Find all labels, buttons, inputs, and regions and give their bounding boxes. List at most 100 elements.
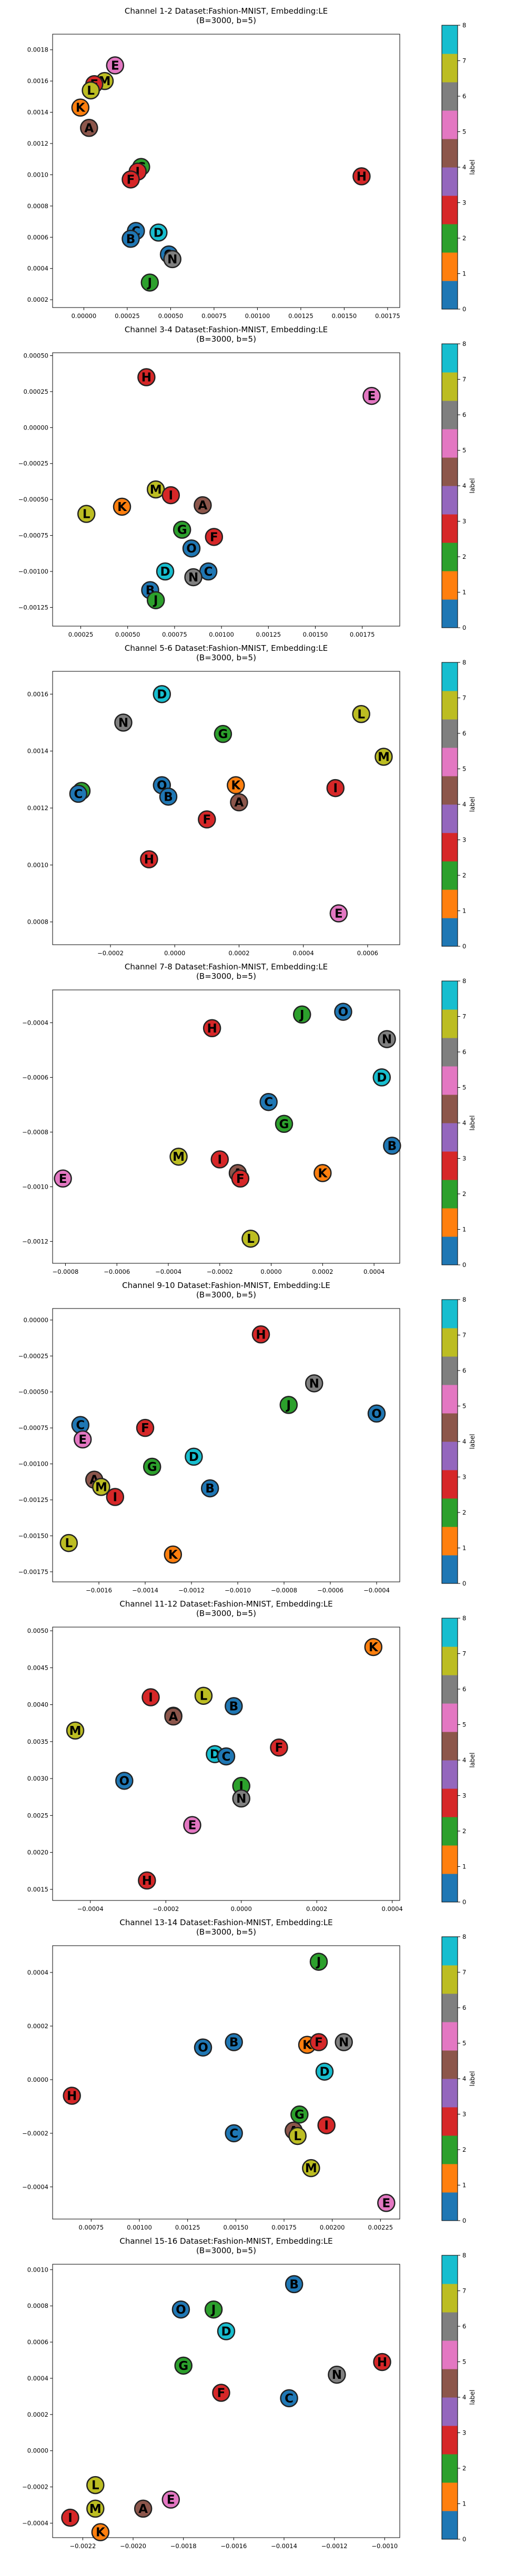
point-label: C [222, 1750, 231, 1764]
chart-title: Channel 5-6 Dataset:Fashion-MNIST, Embed… [125, 643, 328, 653]
colorbar-tick-label: 8 [462, 1614, 466, 1622]
point-label: D [160, 565, 170, 579]
data-point: N [232, 1789, 250, 1808]
x-tick-label: −0.0012 [321, 2542, 348, 2550]
colorbar-tick-label: 0 [462, 2536, 466, 2543]
data-point: B [159, 788, 178, 806]
point-label: E [335, 907, 343, 921]
y-tick-label: −0.0008 [22, 1128, 48, 1136]
colorbar-segment [442, 1123, 458, 1152]
x-tick-label: 0.00150 [224, 2224, 249, 2231]
colorbar-tick-label: 8 [462, 2252, 466, 2259]
point-marker [86, 2476, 105, 2495]
point-label: L [294, 2130, 301, 2143]
data-point: D [156, 562, 175, 581]
y-tick-label: 0.0016 [27, 77, 48, 85]
colorbar-segment [442, 1703, 458, 1732]
y-tick-label: −0.0006 [22, 1074, 48, 1081]
y-tick-label: 0.0025 [27, 1812, 48, 1819]
point-label: J [238, 1780, 244, 1793]
y-tick-label: 0.0016 [27, 690, 48, 698]
colorbar-segment [442, 571, 458, 600]
chart-title: (B=3000, b=5) [196, 1927, 256, 1937]
colorbar-segment [442, 224, 458, 253]
colorbar-segment [442, 1732, 458, 1761]
data-point: M [86, 2499, 105, 2518]
data-point: G [214, 724, 232, 743]
point-marker [184, 568, 203, 587]
x-tick-label: −0.0008 [271, 1587, 297, 1594]
point-marker [232, 1789, 250, 1808]
data-point: N [114, 713, 133, 732]
data-point: J [204, 2300, 223, 2319]
point-label: F [127, 173, 135, 187]
point-label: B [289, 2278, 299, 2292]
point-marker [171, 2300, 190, 2319]
data-point: J [140, 273, 159, 292]
colorbar-segment [442, 1470, 458, 1499]
y-tick-label: −0.00025 [18, 460, 48, 467]
colorbar-tick-label: 7 [462, 57, 466, 65]
colorbar-segment [442, 1937, 458, 1966]
y-tick-label: −0.00100 [18, 1460, 48, 1468]
data-point: N [305, 1374, 323, 1393]
point-label: K [369, 1641, 379, 1654]
colorbar-tick-label: 3 [462, 1792, 466, 1800]
data-point: D [153, 685, 171, 703]
x-tick-label: −0.0008 [53, 1268, 79, 1275]
colorbar: 0 1 2 3 4 5 6 7 8 label [441, 659, 476, 950]
point-marker [217, 2322, 236, 2340]
data-point: D [372, 1068, 391, 1087]
data-point: L [86, 2476, 105, 2495]
point-marker [251, 1325, 270, 1344]
colorbar-tick-label: 0 [462, 1261, 466, 1269]
point-label: B [388, 1139, 397, 1153]
point-marker [375, 748, 393, 766]
data-point: K [313, 1164, 332, 1182]
colorbar-label: label [469, 478, 476, 493]
x-tick-label: −0.0002 [97, 949, 124, 957]
point-marker [367, 1404, 386, 1423]
colorbar-tick-label: 8 [462, 1296, 466, 1303]
point-label: J [299, 1008, 305, 1022]
data-point: M [66, 1721, 85, 1740]
point-label: F [217, 2387, 226, 2400]
point-label: J [210, 2303, 216, 2317]
point-marker [173, 520, 191, 539]
colorbar-segment [442, 2164, 458, 2193]
point-label: L [83, 508, 90, 522]
colorbar: 0 1 2 3 4 5 6 7 8 label [441, 2252, 476, 2543]
point-label: M [95, 1480, 107, 1494]
data-point: L [77, 505, 96, 523]
point-marker [285, 2275, 304, 2294]
x-tick-label: −0.0014 [132, 1587, 158, 1594]
data-point: L [241, 1229, 260, 1248]
point-label: E [59, 1172, 67, 1186]
point-marker [279, 1396, 298, 1414]
point-marker [185, 1447, 203, 1466]
point-marker [212, 2384, 230, 2402]
colorbar-tick-label: 6 [462, 1685, 466, 1693]
point-marker [138, 1871, 156, 1890]
data-point: O [367, 1404, 386, 1423]
y-tick-label: −0.00075 [18, 532, 48, 539]
x-tick-label: 0.00100 [127, 2224, 152, 2231]
point-label: O [176, 2303, 186, 2317]
y-tick-label: 0.00000 [23, 424, 48, 431]
data-point: I [106, 1488, 125, 1506]
point-label: C [204, 565, 213, 579]
data-point: L [59, 1534, 78, 1552]
point-marker [63, 2087, 81, 2105]
y-tick-label: 0.0010 [27, 861, 48, 868]
chart-panel: Channel 11-12 Dataset:Fashion-MNIST, Emb… [27, 1599, 476, 1913]
point-label: C [76, 1419, 85, 1433]
data-point: C [199, 562, 218, 581]
y-tick-label: 0.0006 [27, 2338, 48, 2346]
point-marker [174, 2356, 193, 2375]
data-point: M [92, 1478, 110, 1496]
chart-panel: Channel 7-8 Dataset:Fashion-MNIST, Embed… [22, 962, 476, 1275]
point-marker [122, 170, 140, 189]
colorbar-tick-label: 7 [462, 1332, 466, 1339]
colorbar-segment [442, 691, 458, 720]
point-marker [153, 685, 171, 703]
